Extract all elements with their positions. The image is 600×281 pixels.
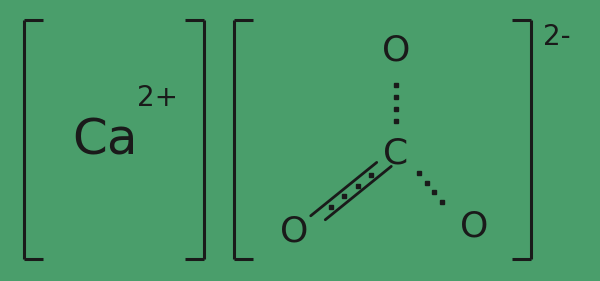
Text: 2-: 2-	[543, 22, 571, 51]
Text: 2+: 2+	[137, 84, 178, 112]
Text: O: O	[460, 209, 488, 243]
Text: C: C	[383, 136, 409, 170]
Text: Ca: Ca	[72, 117, 138, 164]
Text: O: O	[382, 34, 410, 67]
Text: O: O	[280, 215, 308, 249]
